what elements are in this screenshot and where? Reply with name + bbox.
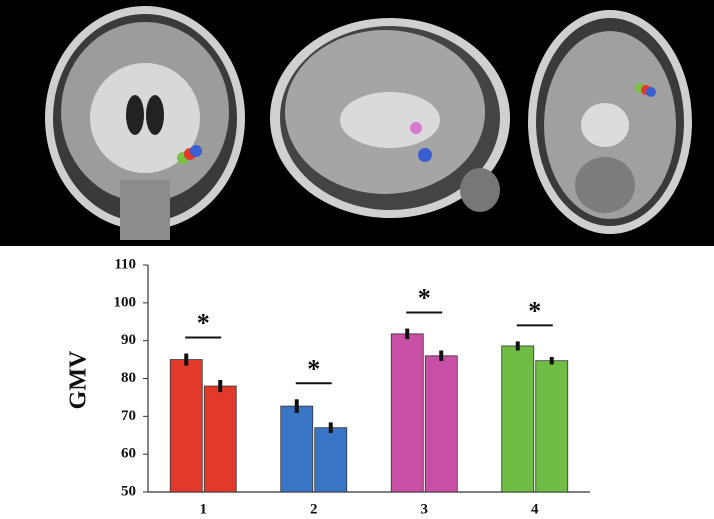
brain-axial — [528, 10, 692, 234]
y-tick-label: 50 — [121, 483, 136, 499]
y-tick-label: 110 — [114, 256, 136, 272]
y-tick-label: 80 — [121, 370, 136, 386]
y-tick-label: 90 — [121, 332, 136, 348]
brain-coronal — [45, 6, 245, 240]
significance-star: * — [197, 308, 210, 337]
significance-star: * — [528, 296, 541, 325]
y-tick-label: 60 — [121, 446, 136, 462]
bar — [280, 405, 314, 493]
bar — [203, 385, 237, 493]
bar — [535, 360, 569, 493]
bar — [390, 333, 424, 493]
significance-star: * — [418, 284, 431, 313]
bar — [424, 355, 458, 493]
significance-star: * — [307, 354, 320, 383]
bar — [314, 427, 348, 493]
brain-sagittal — [270, 18, 510, 218]
x-tick-label: 4 — [531, 501, 539, 517]
x-tick-label: 1 — [200, 501, 208, 517]
bar — [169, 359, 203, 493]
y-tick-label: 100 — [114, 294, 137, 310]
y-tick-label: 70 — [121, 408, 136, 424]
x-tick-label: 2 — [310, 501, 318, 517]
y-axis-label: GMV — [66, 350, 92, 409]
x-tick-label: 3 — [421, 501, 429, 517]
bar — [501, 345, 535, 493]
